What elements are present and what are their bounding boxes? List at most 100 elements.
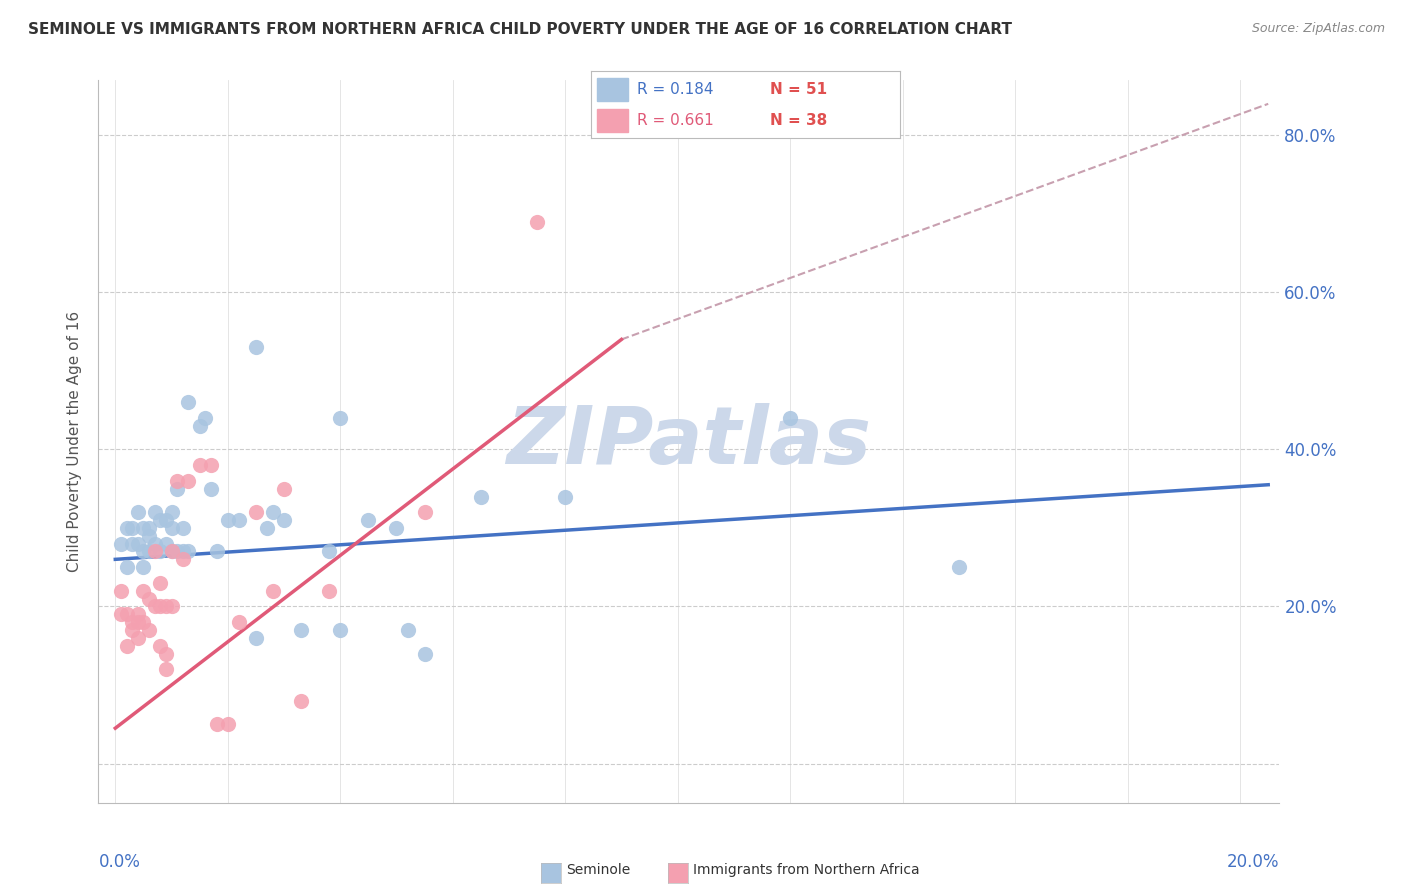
Point xyxy=(132,521,155,535)
Point xyxy=(132,615,155,630)
Point xyxy=(115,521,138,535)
Point xyxy=(228,615,250,630)
Point xyxy=(779,411,801,425)
Point xyxy=(290,694,312,708)
Point xyxy=(127,505,149,519)
Point xyxy=(385,521,408,535)
Point xyxy=(121,623,143,637)
Point xyxy=(138,544,160,558)
Point xyxy=(200,458,222,472)
Point xyxy=(160,505,183,519)
Y-axis label: Child Poverty Under the Age of 16: Child Poverty Under the Age of 16 xyxy=(67,311,83,572)
Text: SEMINOLE VS IMMIGRANTS FROM NORTHERN AFRICA CHILD POVERTY UNDER THE AGE OF 16 CO: SEMINOLE VS IMMIGRANTS FROM NORTHERN AFR… xyxy=(28,22,1012,37)
Point xyxy=(132,544,155,558)
Point xyxy=(554,490,576,504)
Point xyxy=(121,615,143,630)
Point xyxy=(110,583,132,598)
Point xyxy=(329,411,352,425)
Point xyxy=(177,395,200,409)
Point xyxy=(172,521,194,535)
Point xyxy=(160,544,183,558)
Point xyxy=(290,623,312,637)
Point xyxy=(357,513,380,527)
Text: N = 51: N = 51 xyxy=(770,82,827,97)
Point xyxy=(127,536,149,550)
Point xyxy=(143,544,166,558)
Point xyxy=(217,513,239,527)
Text: N = 38: N = 38 xyxy=(770,112,827,128)
Point xyxy=(121,536,143,550)
Point xyxy=(115,607,138,622)
Point xyxy=(318,583,340,598)
Point xyxy=(127,631,149,645)
Point xyxy=(149,513,172,527)
Point xyxy=(138,591,160,606)
Point xyxy=(273,482,295,496)
Text: 20.0%: 20.0% xyxy=(1227,854,1279,871)
Text: ZIPatlas: ZIPatlas xyxy=(506,402,872,481)
Point xyxy=(470,490,492,504)
Point xyxy=(329,623,352,637)
Point xyxy=(155,662,177,676)
Point xyxy=(194,411,217,425)
Point xyxy=(143,536,166,550)
Point xyxy=(245,505,267,519)
Point xyxy=(526,214,548,228)
Point xyxy=(155,647,177,661)
Point xyxy=(172,552,194,566)
Point xyxy=(262,505,284,519)
Point xyxy=(160,599,183,614)
Point xyxy=(177,474,200,488)
Point xyxy=(110,536,132,550)
Point xyxy=(188,458,211,472)
FancyBboxPatch shape xyxy=(596,78,627,101)
Point xyxy=(413,647,436,661)
Point xyxy=(149,575,172,590)
Point xyxy=(149,544,172,558)
Point xyxy=(121,521,143,535)
Point xyxy=(143,599,166,614)
Point xyxy=(262,583,284,598)
Text: R = 0.661: R = 0.661 xyxy=(637,112,714,128)
Point xyxy=(110,607,132,622)
Point xyxy=(256,521,278,535)
Point xyxy=(228,513,250,527)
Point xyxy=(396,623,419,637)
Text: R = 0.184: R = 0.184 xyxy=(637,82,713,97)
Point xyxy=(132,583,155,598)
Point xyxy=(188,418,211,433)
Text: 0.0%: 0.0% xyxy=(98,854,141,871)
Point xyxy=(413,505,436,519)
Point xyxy=(149,599,172,614)
Text: Source: ZipAtlas.com: Source: ZipAtlas.com xyxy=(1251,22,1385,36)
FancyBboxPatch shape xyxy=(596,109,627,131)
Point xyxy=(143,505,166,519)
Point xyxy=(127,615,149,630)
Text: Immigrants from Northern Africa: Immigrants from Northern Africa xyxy=(693,863,920,877)
Point xyxy=(273,513,295,527)
Point xyxy=(160,521,183,535)
Point xyxy=(138,623,160,637)
Point xyxy=(132,560,155,574)
Point xyxy=(177,544,200,558)
Point xyxy=(200,482,222,496)
Point xyxy=(318,544,340,558)
Point xyxy=(127,607,149,622)
Point xyxy=(245,340,267,354)
Point xyxy=(948,560,970,574)
Point xyxy=(138,529,160,543)
Point xyxy=(205,717,228,731)
Point xyxy=(245,631,267,645)
Point xyxy=(166,474,188,488)
Point xyxy=(172,544,194,558)
Point xyxy=(205,544,228,558)
Point xyxy=(166,482,188,496)
Point xyxy=(166,544,188,558)
Point xyxy=(155,536,177,550)
Point xyxy=(160,544,183,558)
Point xyxy=(149,639,172,653)
Point xyxy=(115,639,138,653)
Point xyxy=(115,560,138,574)
Text: Seminole: Seminole xyxy=(567,863,631,877)
Point xyxy=(138,521,160,535)
